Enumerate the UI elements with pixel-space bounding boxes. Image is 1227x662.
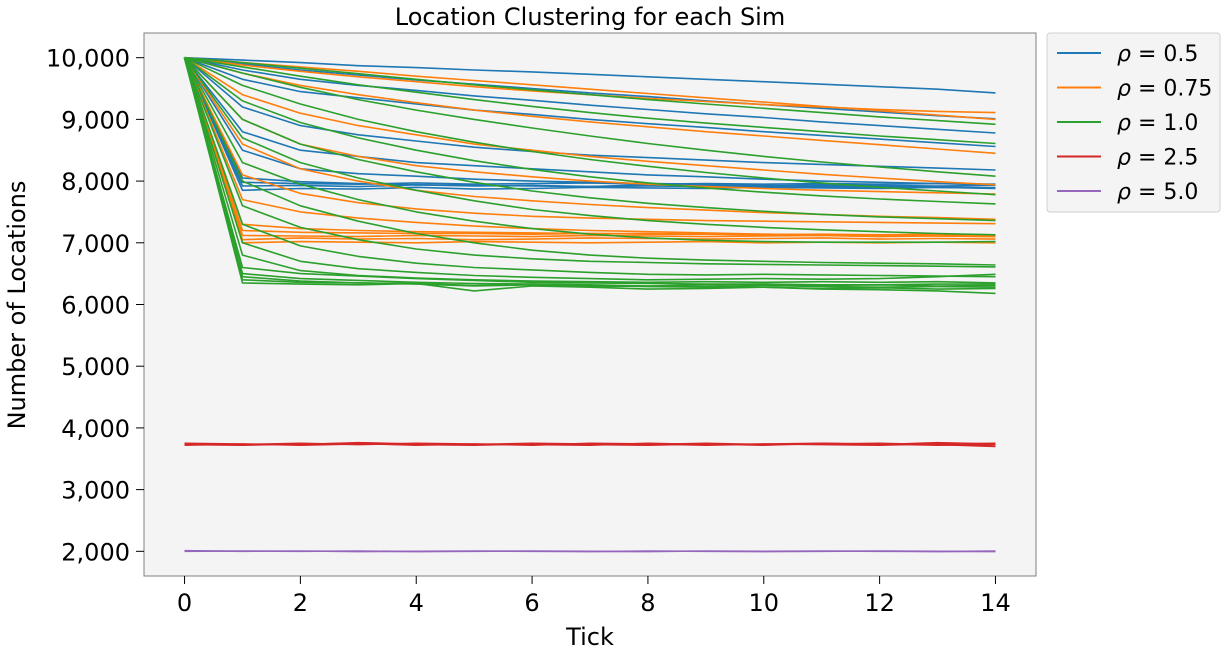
series-line-27 bbox=[183, 57, 996, 295]
series-line-34 bbox=[183, 57, 996, 243]
legend-value: = 5.0 bbox=[1131, 180, 1198, 205]
y-tick-label: 5,000 bbox=[61, 353, 130, 381]
y-axis: 2,000 3,000 4,000 5,000 6,000 7,000 8,000 9,000… bbox=[46, 45, 144, 566]
series-line-41 bbox=[184, 56, 996, 126]
series-line-29 bbox=[183, 57, 996, 284]
y-tick-label: 4,000 bbox=[61, 415, 130, 443]
x-axis-label: Tick bbox=[565, 623, 614, 651]
x-tick-label: 0 bbox=[177, 589, 192, 617]
legend-label: ρ = 1.0 bbox=[1117, 111, 1198, 136]
series-line-23 bbox=[184, 56, 996, 121]
series-line-19 bbox=[183, 57, 996, 195]
y-axis-label: Number of Locations bbox=[3, 181, 31, 430]
x-tick-label: 4 bbox=[409, 589, 424, 617]
series-group bbox=[183, 56, 996, 553]
series-line-12 bbox=[183, 57, 996, 238]
series-line-35 bbox=[183, 57, 996, 236]
legend-value: = 0.5 bbox=[1131, 42, 1198, 67]
legend: ρ = 0.5ρ = 0.75ρ = 1.0ρ = 2.5ρ = 5.0 bbox=[1046, 32, 1221, 213]
y-tick-label: 9,000 bbox=[61, 106, 130, 134]
series-line-32 bbox=[183, 57, 996, 268]
series-line-28 bbox=[183, 57, 996, 286]
chart-title: Location Clustering for each Sim bbox=[395, 3, 785, 31]
legend-value: = 1.0 bbox=[1131, 111, 1198, 136]
legend-symbol: ρ bbox=[1117, 42, 1131, 67]
series-line-9 bbox=[184, 56, 996, 120]
x-tick-label: 2 bbox=[293, 589, 308, 617]
series-line-8 bbox=[184, 56, 996, 134]
series-line-11 bbox=[183, 57, 996, 241]
series-line-47 bbox=[184, 550, 996, 553]
series-line-37 bbox=[184, 57, 996, 205]
series-line-20 bbox=[184, 57, 996, 186]
x-tick-label: 14 bbox=[980, 589, 1011, 617]
legend-symbol: ρ bbox=[1117, 146, 1131, 171]
series-line-38 bbox=[184, 56, 996, 196]
series-line-21 bbox=[184, 56, 996, 155]
series-line-36 bbox=[183, 57, 996, 222]
y-tick-label: 3,000 bbox=[61, 477, 130, 505]
series-line-44 bbox=[184, 442, 996, 447]
y-tick-label: 2,000 bbox=[61, 538, 130, 566]
series-line-5 bbox=[183, 57, 996, 186]
x-tick-label: 12 bbox=[864, 589, 895, 617]
legend-symbol: ρ bbox=[1117, 77, 1131, 102]
legend-label: ρ = 0.5 bbox=[1117, 42, 1198, 67]
series-line-26 bbox=[183, 57, 996, 292]
series-line-45 bbox=[184, 442, 996, 447]
y-tick-label: 7,000 bbox=[61, 230, 130, 258]
series-line-33 bbox=[183, 57, 996, 266]
x-tick-label: 8 bbox=[640, 589, 655, 617]
y-tick-label: 10,000 bbox=[46, 45, 130, 73]
y-tick-label: 6,000 bbox=[61, 292, 130, 320]
legend-value: = 2.5 bbox=[1131, 146, 1198, 171]
series-line-16 bbox=[183, 57, 996, 238]
series-line-7 bbox=[184, 56, 996, 148]
y-tick-label: 8,000 bbox=[61, 168, 130, 196]
legend-label: ρ = 5.0 bbox=[1117, 180, 1198, 205]
series-line-30 bbox=[183, 57, 996, 281]
x-tick-label: 6 bbox=[524, 589, 539, 617]
legend-box bbox=[1046, 32, 1221, 213]
series-line-10 bbox=[184, 56, 996, 94]
series-line-31 bbox=[183, 57, 996, 278]
series-line-17 bbox=[183, 57, 996, 225]
legend-symbol: ρ bbox=[1117, 180, 1131, 205]
series-line-39 bbox=[184, 56, 996, 177]
legend-label: ρ = 2.5 bbox=[1117, 146, 1198, 171]
legend-symbol: ρ bbox=[1117, 111, 1131, 136]
legend-value: = 0.75 bbox=[1131, 77, 1212, 102]
x-axis: 0 2 4 6 8 10 12 14 bbox=[177, 576, 1011, 617]
legend-label: ρ = 0.75 bbox=[1117, 77, 1212, 102]
x-tick-label: 10 bbox=[748, 589, 779, 617]
series-line-40 bbox=[184, 56, 996, 145]
